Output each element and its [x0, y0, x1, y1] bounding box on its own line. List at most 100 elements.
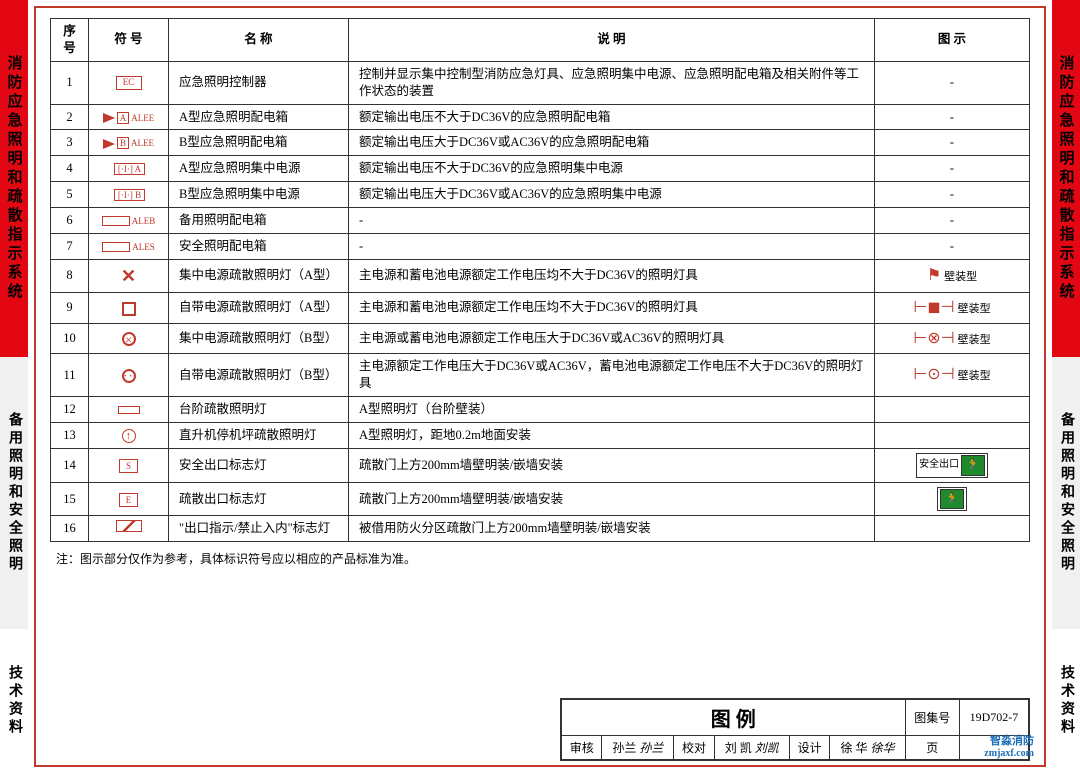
symbol-b: B	[117, 137, 129, 149]
cell-desc: -	[349, 208, 875, 234]
ill-exit-sign: 🏃	[937, 487, 967, 512]
cell-sym	[89, 323, 169, 354]
table-row: 2 AALEE A型应急照明配电箱 额定输出电压不大于DC36V的应急照明配电箱…	[51, 104, 1030, 130]
cell-idx: 4	[51, 156, 89, 182]
symbol-src-a: [·I·] A	[114, 163, 145, 175]
cell-desc: 被借用防火分区疏散门上方200mm墙壁明装/嵌墙安装	[349, 516, 875, 542]
cell-idx: 15	[51, 482, 89, 516]
cell-sym: ALES	[89, 233, 169, 259]
symbol-circ-x	[122, 332, 136, 346]
ill-circ-icon: ⊢⊗⊣	[913, 330, 954, 347]
table-row: 5 [·I·] B B型应急照明集中电源 额定输出电压大于DC36V或AC36V…	[51, 182, 1030, 208]
table-row: 12 台阶疏散照明灯 A型照明灯（台阶壁装）	[51, 396, 1030, 422]
cell-sym: [·I·] A	[89, 156, 169, 182]
cell-desc: -	[349, 233, 875, 259]
symbol-ales: ALES	[132, 242, 155, 252]
cell-idx: 1	[51, 61, 89, 104]
tb-design-label: 设计	[789, 736, 829, 760]
cell-desc: A型照明灯（台阶壁装）	[349, 396, 875, 422]
cell-ill: -	[875, 182, 1030, 208]
cell-idx: 2	[51, 104, 89, 130]
ill-circ-icon: ⊢⊙⊣	[913, 366, 954, 383]
cell-sym: AALEE	[89, 104, 169, 130]
ill-text: 壁装型	[958, 303, 991, 315]
symbol-rect	[102, 242, 130, 252]
table-row: 3 BALEE B型应急照明配电箱 额定输出电压大于DC36V或AC36V的应急…	[51, 130, 1030, 156]
side-tech: 技术资料	[0, 629, 28, 773]
symbol-rect	[102, 216, 130, 226]
side-tech: 技术资料	[1052, 629, 1080, 773]
cell-name: B型应急照明配电箱	[169, 130, 349, 156]
cell-idx: 6	[51, 208, 89, 234]
watermark-cn: 智淼消防	[990, 732, 1034, 748]
col-desc: 说 明	[349, 19, 875, 62]
col-sym: 符 号	[89, 19, 169, 62]
cell-name: B型应急照明集中电源	[169, 182, 349, 208]
cell-ill: 🏃	[875, 482, 1030, 516]
cell-sym	[89, 396, 169, 422]
cell-name: 集中电源疏散照明灯（B型）	[169, 323, 349, 354]
cell-sym: E	[89, 482, 169, 516]
cell-ill	[875, 396, 1030, 422]
symbol-alee: ALEE	[131, 113, 154, 123]
cell-ill: ⊢◼⊣壁装型	[875, 293, 1030, 324]
note-text: 注：图示部分仅作为参考，具体标识符号应以相应的产品标准为准。	[56, 550, 1030, 567]
table-row: 4 [·I·] A A型应急照明集中电源 额定输出电压不大于DC36V的应急照明…	[51, 156, 1030, 182]
cell-sym: ALEB	[89, 208, 169, 234]
side-red: 消防应急照明和疏散指示系统	[0, 0, 28, 357]
ill-exit-sign: 安全出口🏃	[916, 453, 988, 478]
symbol-noentry	[116, 520, 142, 532]
table-row: 15 E 疏散出口标志灯 疏散门上方200mm墙壁明装/嵌墙安装 🏃	[51, 482, 1030, 516]
table-row: 7 ALES 安全照明配电箱 - -	[51, 233, 1030, 259]
table-row: 6 ALEB 备用照明配电箱 - -	[51, 208, 1030, 234]
tb-audit-label: 审核	[562, 736, 602, 760]
cell-desc: 主电源或蓄电池电源额定工作电压大于DC36V或AC36V的照明灯具	[349, 323, 875, 354]
cell-sym	[89, 354, 169, 397]
cell-sym: [·I·] B	[89, 182, 169, 208]
symbol-circ-dots	[122, 369, 136, 383]
cell-sym: ✕	[89, 259, 169, 292]
cell-sym: BALEE	[89, 130, 169, 156]
cell-name: "出口指示/禁止入内"标志灯	[169, 516, 349, 542]
ill-text: 壁装型	[944, 271, 977, 283]
cell-ill: -	[875, 104, 1030, 130]
cell-ill: ⊢⊗⊣壁装型	[875, 323, 1030, 354]
cell-idx: 9	[51, 293, 89, 324]
cell-ill: -	[875, 61, 1030, 104]
cell-name: 安全照明配电箱	[169, 233, 349, 259]
cell-name: 安全出口标志灯	[169, 448, 349, 482]
col-ill: 图 示	[875, 19, 1030, 62]
cell-idx: 14	[51, 448, 89, 482]
side-grey: 备用照明和安全照明	[0, 357, 28, 629]
cell-idx: 8	[51, 259, 89, 292]
ill-green-icon: 🏃	[961, 455, 985, 476]
cell-desc: 疏散门上方200mm墙壁明装/嵌墙安装	[349, 448, 875, 482]
cell-desc: 额定输出电压大于DC36V或AC36V的应急照明配电箱	[349, 130, 875, 156]
cell-ill	[875, 422, 1030, 448]
cell-desc: 额定输出电压大于DC36V或AC36V的应急照明集中电源	[349, 182, 875, 208]
table-row: 9 自带电源疏散照明灯（A型） 主电源和蓄电池电源额定工作电压均不大于DC36V…	[51, 293, 1030, 324]
table-row: 16 "出口指示/禁止入内"标志灯 被借用防火分区疏散门上方200mm墙壁明装/…	[51, 516, 1030, 542]
cell-name: 直升机停机坪疏散照明灯	[169, 422, 349, 448]
cell-idx: 3	[51, 130, 89, 156]
side-grey: 备用照明和安全照明	[1052, 357, 1080, 629]
cell-ill	[875, 516, 1030, 542]
left-side-label: 消防应急照明和疏散指示系统 备用照明和安全照明 技术资料	[0, 0, 28, 773]
cell-idx: 12	[51, 396, 89, 422]
symbol-step	[118, 406, 140, 414]
cell-desc: 主电源和蓄电池电源额定工作电压均不大于DC36V的照明灯具	[349, 293, 875, 324]
cell-name: 疏散出口标志灯	[169, 482, 349, 516]
cell-name: A型应急照明配电箱	[169, 104, 349, 130]
symbol-src-b: [·I·] B	[114, 189, 145, 201]
titleblock-title: 图 例	[562, 700, 906, 736]
cell-desc: 控制并显示集中控制型消防应急灯具、应急照明集中电源、应急照明配电箱及相关附件等工…	[349, 61, 875, 104]
ill-green-icon: 🏃	[940, 489, 964, 510]
symbol-x: ✕	[121, 264, 136, 288]
table-row: 11 自带电源疏散照明灯（B型） 主电源额定工作电压大于DC36V或AC36V，…	[51, 354, 1030, 397]
cell-desc: A型照明灯，距地0.2m地面安装	[349, 422, 875, 448]
cell-ill: -	[875, 233, 1030, 259]
cell-idx: 16	[51, 516, 89, 542]
cell-ill: ⊢⊙⊣壁装型	[875, 354, 1030, 397]
col-name: 名 称	[169, 19, 349, 62]
tb-jihao-label: 图集号	[905, 700, 959, 736]
